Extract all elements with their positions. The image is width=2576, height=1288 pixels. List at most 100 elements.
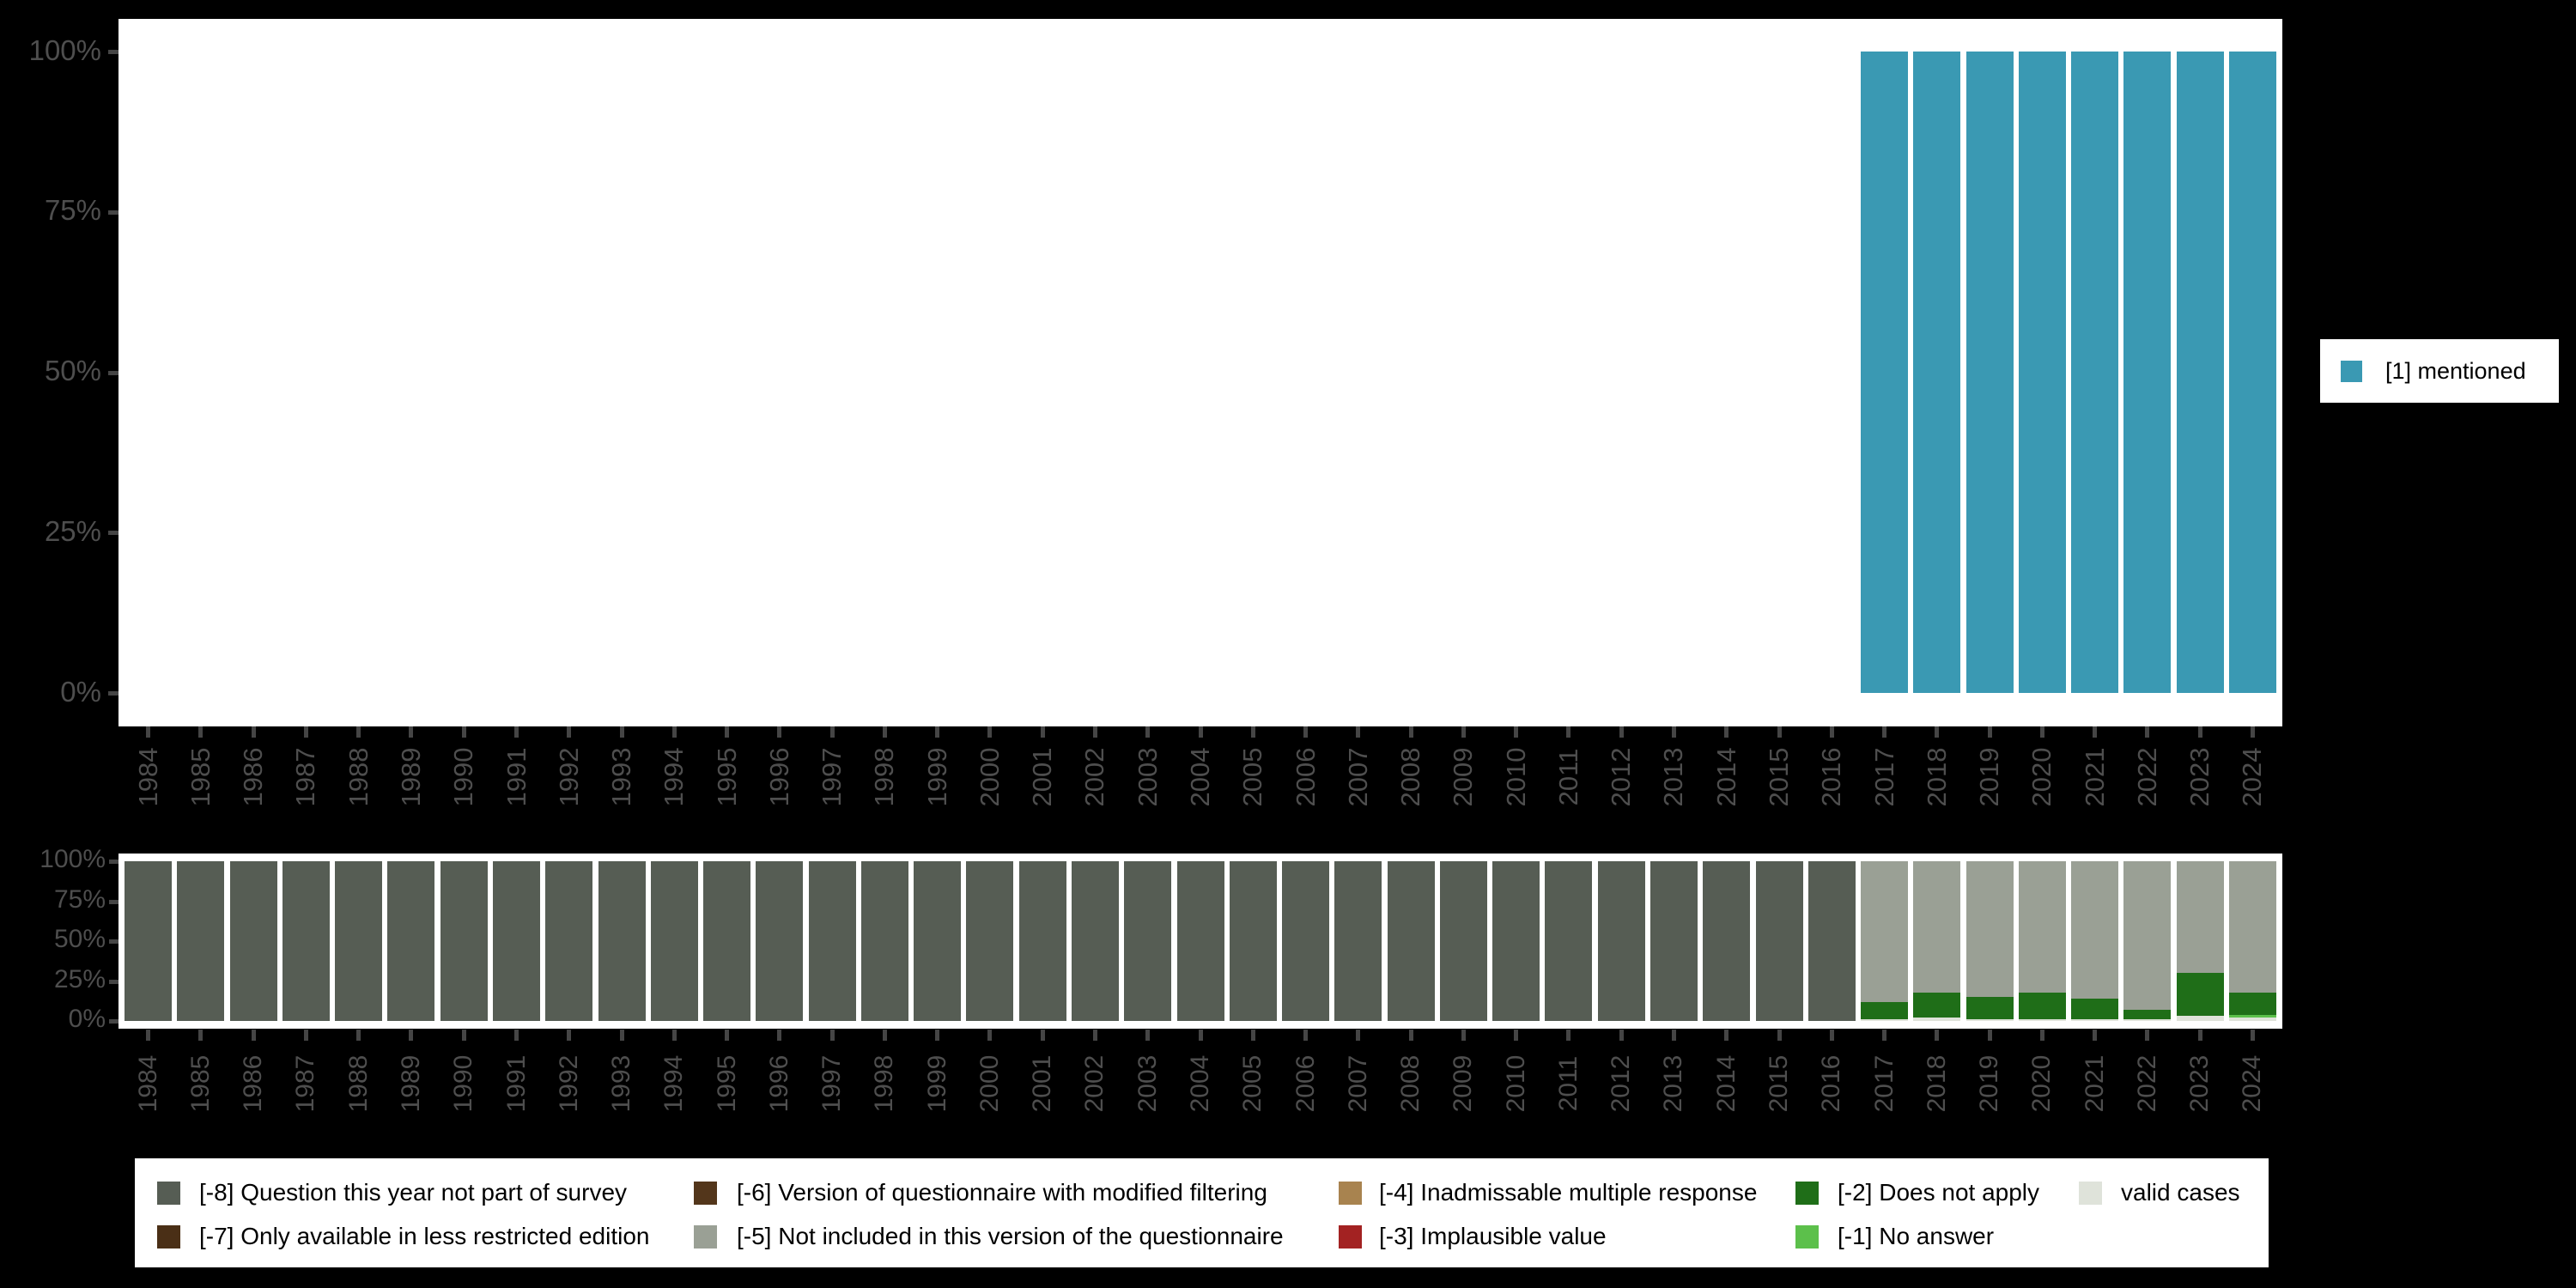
bar-segment (756, 861, 803, 1021)
bar-segment (1282, 861, 1329, 1021)
bar-segment (1019, 861, 1066, 1021)
bar-segment (651, 861, 698, 1021)
bar-2018 (1913, 0, 1960, 1288)
legend-label: [-4] Inadmissable multiple response (1379, 1177, 1757, 1208)
bar-1998 (861, 0, 908, 1288)
bar-segment (545, 861, 592, 1021)
bar-2017 (1861, 0, 1908, 1288)
legend-label: [-8] Question this year not part of surv… (199, 1177, 627, 1208)
bar-2022 (2123, 0, 2171, 1288)
bar-segment (703, 861, 750, 1021)
bar-segment (1334, 861, 1382, 1021)
bar-segment (2229, 1015, 2276, 1018)
bar-1985 (177, 0, 224, 1288)
y-axis-label: 100% (0, 845, 106, 874)
y-axis-tick (109, 900, 118, 904)
y-axis-label: 0% (0, 1005, 106, 1034)
bar-segment (2019, 861, 2066, 993)
bar-1996 (756, 0, 803, 1288)
bar-2003 (1124, 0, 1171, 1288)
bar-segment (966, 861, 1013, 1021)
bar-segment (1913, 1018, 1960, 1021)
bar-1987 (283, 0, 330, 1288)
bar-segment (2229, 861, 2276, 993)
y-axis-tick (108, 210, 118, 215)
bar-segment (1966, 1019, 2014, 1021)
bar-1997 (809, 0, 856, 1288)
bar-segment (1388, 861, 1435, 1021)
bar-segment (1808, 861, 1856, 1021)
y-axis-label: 75% (0, 194, 101, 227)
bar-segment (861, 861, 908, 1021)
bar-2024 (2229, 0, 2276, 1288)
legend-label: [-7] Only available in less restricted e… (199, 1221, 649, 1252)
legend-swatch (157, 1182, 180, 1205)
y-axis-label: 75% (0, 885, 106, 914)
bar-2004 (1177, 0, 1224, 1288)
bar-2007 (1334, 0, 1382, 1288)
legend-label: [-2] Does not apply (1838, 1177, 2039, 1208)
y-axis-label: 25% (0, 965, 106, 994)
bar-segment (598, 861, 646, 1021)
bar-segment (1703, 861, 1750, 1021)
legend-label-mentioned: [1] mentioned (2385, 358, 2526, 385)
y-axis-tick (108, 531, 118, 535)
bar-segment (2071, 861, 2118, 999)
legend-label: valid cases (2121, 1177, 2240, 1208)
legend-label: [-6] Version of questionnaire with modif… (737, 1177, 1267, 1208)
y-axis-label: 25% (0, 515, 101, 548)
bar-1989 (387, 0, 434, 1288)
bar-2010 (1492, 0, 1540, 1288)
legend-label: [-1] No answer (1838, 1221, 1994, 1252)
bar-2020 (2019, 0, 2066, 1288)
bar-segment (283, 861, 330, 1021)
legend-label: [-5] Not included in this version of the… (737, 1221, 1284, 1252)
legend-swatch (694, 1225, 717, 1249)
y-axis-tick (108, 691, 118, 696)
bar-segment (230, 861, 277, 1021)
bar-segment (387, 861, 434, 1021)
bar-segment (1230, 861, 1277, 1021)
bar-segment (2177, 973, 2224, 1016)
bar-segment (2177, 1016, 2224, 1021)
bar-segment (2177, 861, 2224, 973)
bar-2021 (2071, 0, 2118, 1288)
bar-2014 (1703, 0, 1750, 1288)
bar-segment (2071, 1019, 2118, 1021)
bar-segment (914, 861, 961, 1021)
y-axis-tick (109, 860, 118, 864)
legend-swatch (1795, 1182, 1819, 1205)
bar-2015 (1756, 0, 1803, 1288)
bar-segment (809, 861, 856, 1021)
bar-2005 (1230, 0, 1277, 1288)
bar-2011 (1545, 0, 1592, 1288)
bar-1999 (914, 0, 961, 1288)
bar-1990 (440, 0, 488, 1288)
legend-swatch (1339, 1182, 1362, 1205)
bar-2008 (1388, 0, 1435, 1288)
bar-segment (1861, 1019, 1908, 1021)
bar-1991 (493, 0, 540, 1288)
bar-segment (335, 861, 382, 1021)
bar-segment (1492, 861, 1540, 1021)
legend-swatch (1339, 1225, 1362, 1249)
bar-2013 (1650, 0, 1698, 1288)
y-axis-label: 0% (0, 676, 101, 708)
y-axis-tick (109, 1019, 118, 1024)
legend-swatch-mentioned (2341, 361, 2362, 382)
bar-segment (493, 861, 540, 1021)
bar-1994 (651, 0, 698, 1288)
legend-swatch (694, 1182, 717, 1205)
bar-segment (1440, 861, 1487, 1021)
bar-segment (2019, 1019, 2066, 1021)
y-axis-tick (109, 939, 118, 944)
bar-segment (2229, 1018, 2276, 1021)
bar-2009 (1440, 0, 1487, 1288)
legend-label: [-3] Implausible value (1379, 1221, 1607, 1252)
bar-segment (1861, 1002, 1908, 1019)
legend-swatch (2079, 1182, 2102, 1205)
bar-segment (1913, 993, 1960, 1018)
bar-segment (2123, 1010, 2171, 1019)
bar-segment (1861, 861, 1908, 1002)
bar-segment (1966, 861, 2014, 997)
